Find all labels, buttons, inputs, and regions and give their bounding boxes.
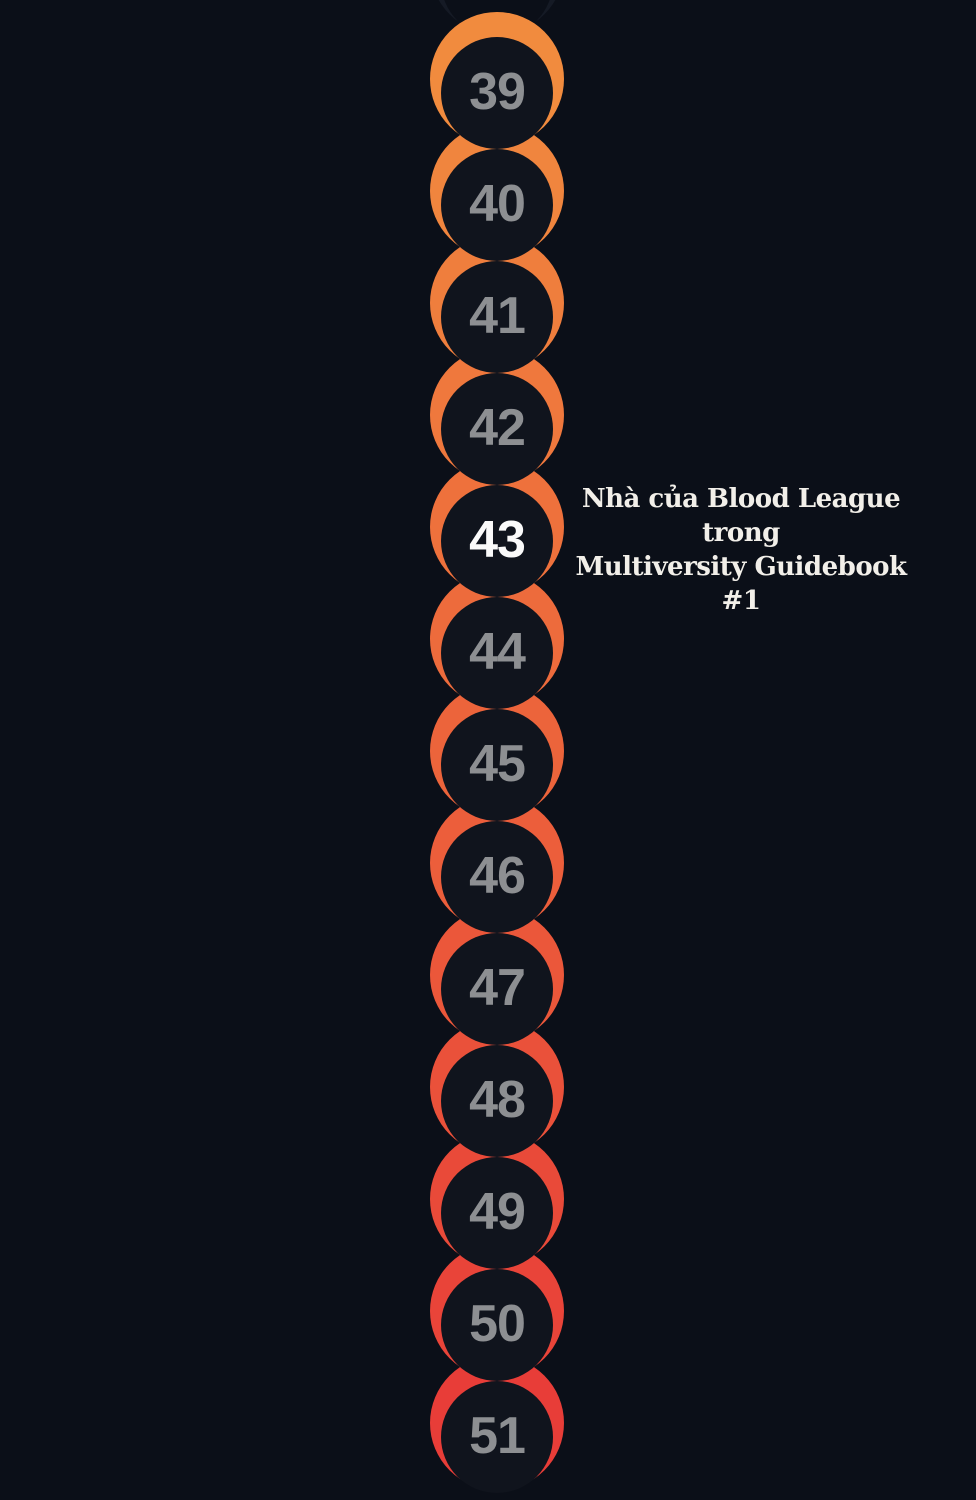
issue-number: 43 bbox=[469, 511, 526, 569]
issue-number: 44 bbox=[469, 623, 526, 681]
issue-number: 41 bbox=[469, 287, 526, 345]
issue-number: 46 bbox=[469, 847, 526, 905]
crescent-hole: 50 bbox=[441, 1269, 553, 1381]
reading-order-node-39: 39 bbox=[430, 12, 564, 149]
crescent-hole: 51 bbox=[441, 1381, 553, 1493]
reading-order-node-42: 42 bbox=[430, 348, 564, 485]
caption: Nhà của Blood League trong Multiversity … bbox=[561, 482, 921, 618]
issue-number: 42 bbox=[469, 399, 526, 457]
crescent-hole: 47 bbox=[441, 933, 553, 1045]
reading-order-node-41: 41 bbox=[430, 236, 564, 373]
crescent-hole: 39 bbox=[441, 37, 553, 149]
crescent-hole: 48 bbox=[441, 1045, 553, 1157]
issue-number: 49 bbox=[469, 1183, 526, 1241]
caption-line-2: Multiversity Guidebook #1 bbox=[575, 552, 907, 616]
issue-number: 45 bbox=[469, 735, 526, 793]
issue-number: 40 bbox=[469, 175, 526, 233]
issue-number: 39 bbox=[469, 63, 526, 121]
crescent-hole: 43 bbox=[441, 485, 553, 597]
crescent-hole: 40 bbox=[441, 149, 553, 261]
issue-number: 51 bbox=[469, 1407, 526, 1465]
crescent-hole: 49 bbox=[441, 1157, 553, 1269]
crescent-hole: 45 bbox=[441, 709, 553, 821]
reading-order-node-49: 49 bbox=[430, 1132, 564, 1269]
crescent-hole: 44 bbox=[441, 597, 553, 709]
caption-line-1: Nhà của Blood League trong bbox=[581, 484, 901, 548]
issue-number: 50 bbox=[469, 1295, 526, 1353]
reading-order-node-43: 43 bbox=[430, 460, 564, 597]
issue-number: 47 bbox=[469, 959, 526, 1017]
crescent-hole: 41 bbox=[441, 261, 553, 373]
issue-number: 48 bbox=[469, 1071, 526, 1129]
crescent-hole: 46 bbox=[441, 821, 553, 933]
crescent-hole: 42 bbox=[441, 373, 553, 485]
